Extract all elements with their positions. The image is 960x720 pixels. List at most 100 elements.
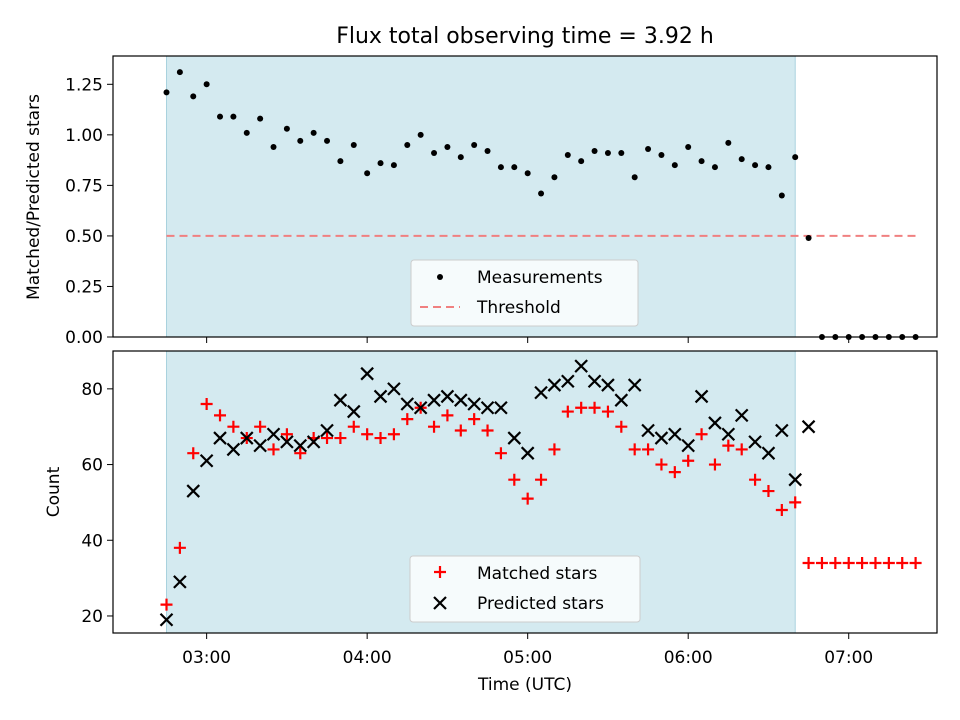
matched-star-point [387, 428, 400, 441]
matched-star-point [869, 556, 882, 569]
measurement-point [230, 113, 237, 120]
matched-star-point [829, 556, 842, 569]
measurement-point [431, 150, 438, 157]
predicted-star-point [775, 423, 789, 438]
matched-star-point [575, 401, 588, 414]
measurement-point [337, 158, 344, 165]
legend-measurement-marker [437, 274, 443, 280]
measurement-point [564, 152, 571, 159]
matched-star-point [494, 447, 507, 460]
matched-star-point [468, 413, 481, 426]
predicted-star-point [454, 393, 468, 407]
matched-star-point [708, 458, 721, 471]
measurement-point [377, 160, 384, 167]
predicted-star-point [199, 453, 214, 468]
legend-threshold-label: Threshold [476, 298, 561, 318]
predicted-star-point [748, 435, 762, 449]
predicted-star-point [494, 401, 508, 415]
predicted-star-point [266, 427, 281, 442]
top-y-axis-label: Matched/Predicted stars [24, 94, 44, 300]
measurement-point [658, 152, 665, 159]
top-legend-box [410, 259, 639, 327]
measurement-point [176, 69, 183, 76]
measurement-points [163, 69, 919, 340]
x-tick-label: 03:00 [182, 648, 231, 668]
measurement-point [604, 150, 611, 157]
legend-matched-marker [434, 566, 446, 578]
x-tick-label: 07:00 [824, 648, 873, 668]
predicted-star-point [333, 393, 348, 407]
predicted-star-point [253, 438, 267, 453]
measurement-point [203, 81, 210, 88]
count-points [159, 359, 922, 627]
matched-star-point [655, 458, 668, 471]
predicted-star-point [561, 374, 575, 389]
predicted-star-point [801, 419, 816, 434]
predicted-star-point [574, 359, 588, 373]
matched-star-point [347, 420, 360, 433]
measurement-point [484, 148, 491, 155]
measurement-point [618, 150, 625, 157]
top-y-tick-label: 0.75 [65, 176, 103, 196]
bottom-y-tick-label: 20 [81, 607, 103, 627]
predicted-star-point [587, 374, 602, 389]
measurement-point [685, 143, 692, 150]
predicted-star-point [173, 575, 187, 589]
predicted-star-point [654, 431, 669, 445]
matched-star-point [842, 556, 855, 569]
bottom-plot-frame [112, 350, 938, 634]
matched-star-point [561, 405, 574, 418]
measurement-point [217, 113, 224, 120]
predicted-star-point [280, 435, 294, 449]
x-tick-label: 06:00 [664, 648, 713, 668]
predicted-star-point [400, 397, 415, 411]
measurement-point [591, 148, 598, 155]
predicted-star-point [239, 431, 254, 445]
matched-star-point [548, 443, 561, 456]
predicted-star-point [480, 401, 495, 415]
matched-star-point [254, 420, 267, 433]
matched-star-point [441, 409, 454, 422]
matched-star-point [882, 556, 895, 569]
predicted-star-point [360, 366, 374, 381]
measurement-point [350, 141, 357, 148]
predicted-star-point [467, 397, 481, 411]
matched-star-point [428, 420, 441, 433]
measurement-point [711, 164, 718, 171]
measurement-point [457, 154, 464, 161]
measurement-point [738, 156, 745, 163]
predicted-star-point [601, 378, 615, 392]
matched-star-point [521, 492, 534, 505]
predicted-star-point [641, 423, 655, 438]
predicted-star-point [347, 404, 361, 419]
legend-matched-label: Matched stars [477, 564, 597, 584]
top-x-ticks [206, 337, 850, 343]
measurement-point [404, 141, 411, 148]
top-y-ticks: 0.00 0.25 0.50 0.75 1.00 1.25 [65, 75, 113, 348]
matched-star-point [187, 447, 200, 460]
legend-predicted-marker [433, 596, 447, 610]
legend-predicted-label: Predicted stars [477, 594, 604, 614]
matched-star-point [762, 485, 775, 498]
matched-star-point [856, 556, 869, 569]
matched-star-point [735, 443, 748, 456]
bottom-y-axis-label: Count [44, 466, 64, 517]
matched-star-point [588, 401, 601, 414]
measurement-point [390, 162, 397, 169]
measurement-point [698, 158, 705, 165]
predicted-star-point [761, 446, 776, 460]
top-y-tick-label: 0.00 [65, 328, 103, 348]
measurement-point [524, 170, 531, 177]
measurement-point [631, 174, 638, 181]
predicted-star-point [413, 401, 428, 415]
matched-star-point [682, 454, 695, 467]
measurement-point [497, 164, 504, 171]
matched-star-point [481, 424, 494, 437]
matched-star-point [227, 420, 240, 433]
matched-star-point [628, 443, 641, 456]
predicted-star-point [668, 427, 682, 442]
matched-star-point [334, 432, 347, 445]
predicted-star-point [213, 431, 227, 445]
predicted-star-point [159, 612, 174, 627]
measurement-point [511, 164, 518, 171]
